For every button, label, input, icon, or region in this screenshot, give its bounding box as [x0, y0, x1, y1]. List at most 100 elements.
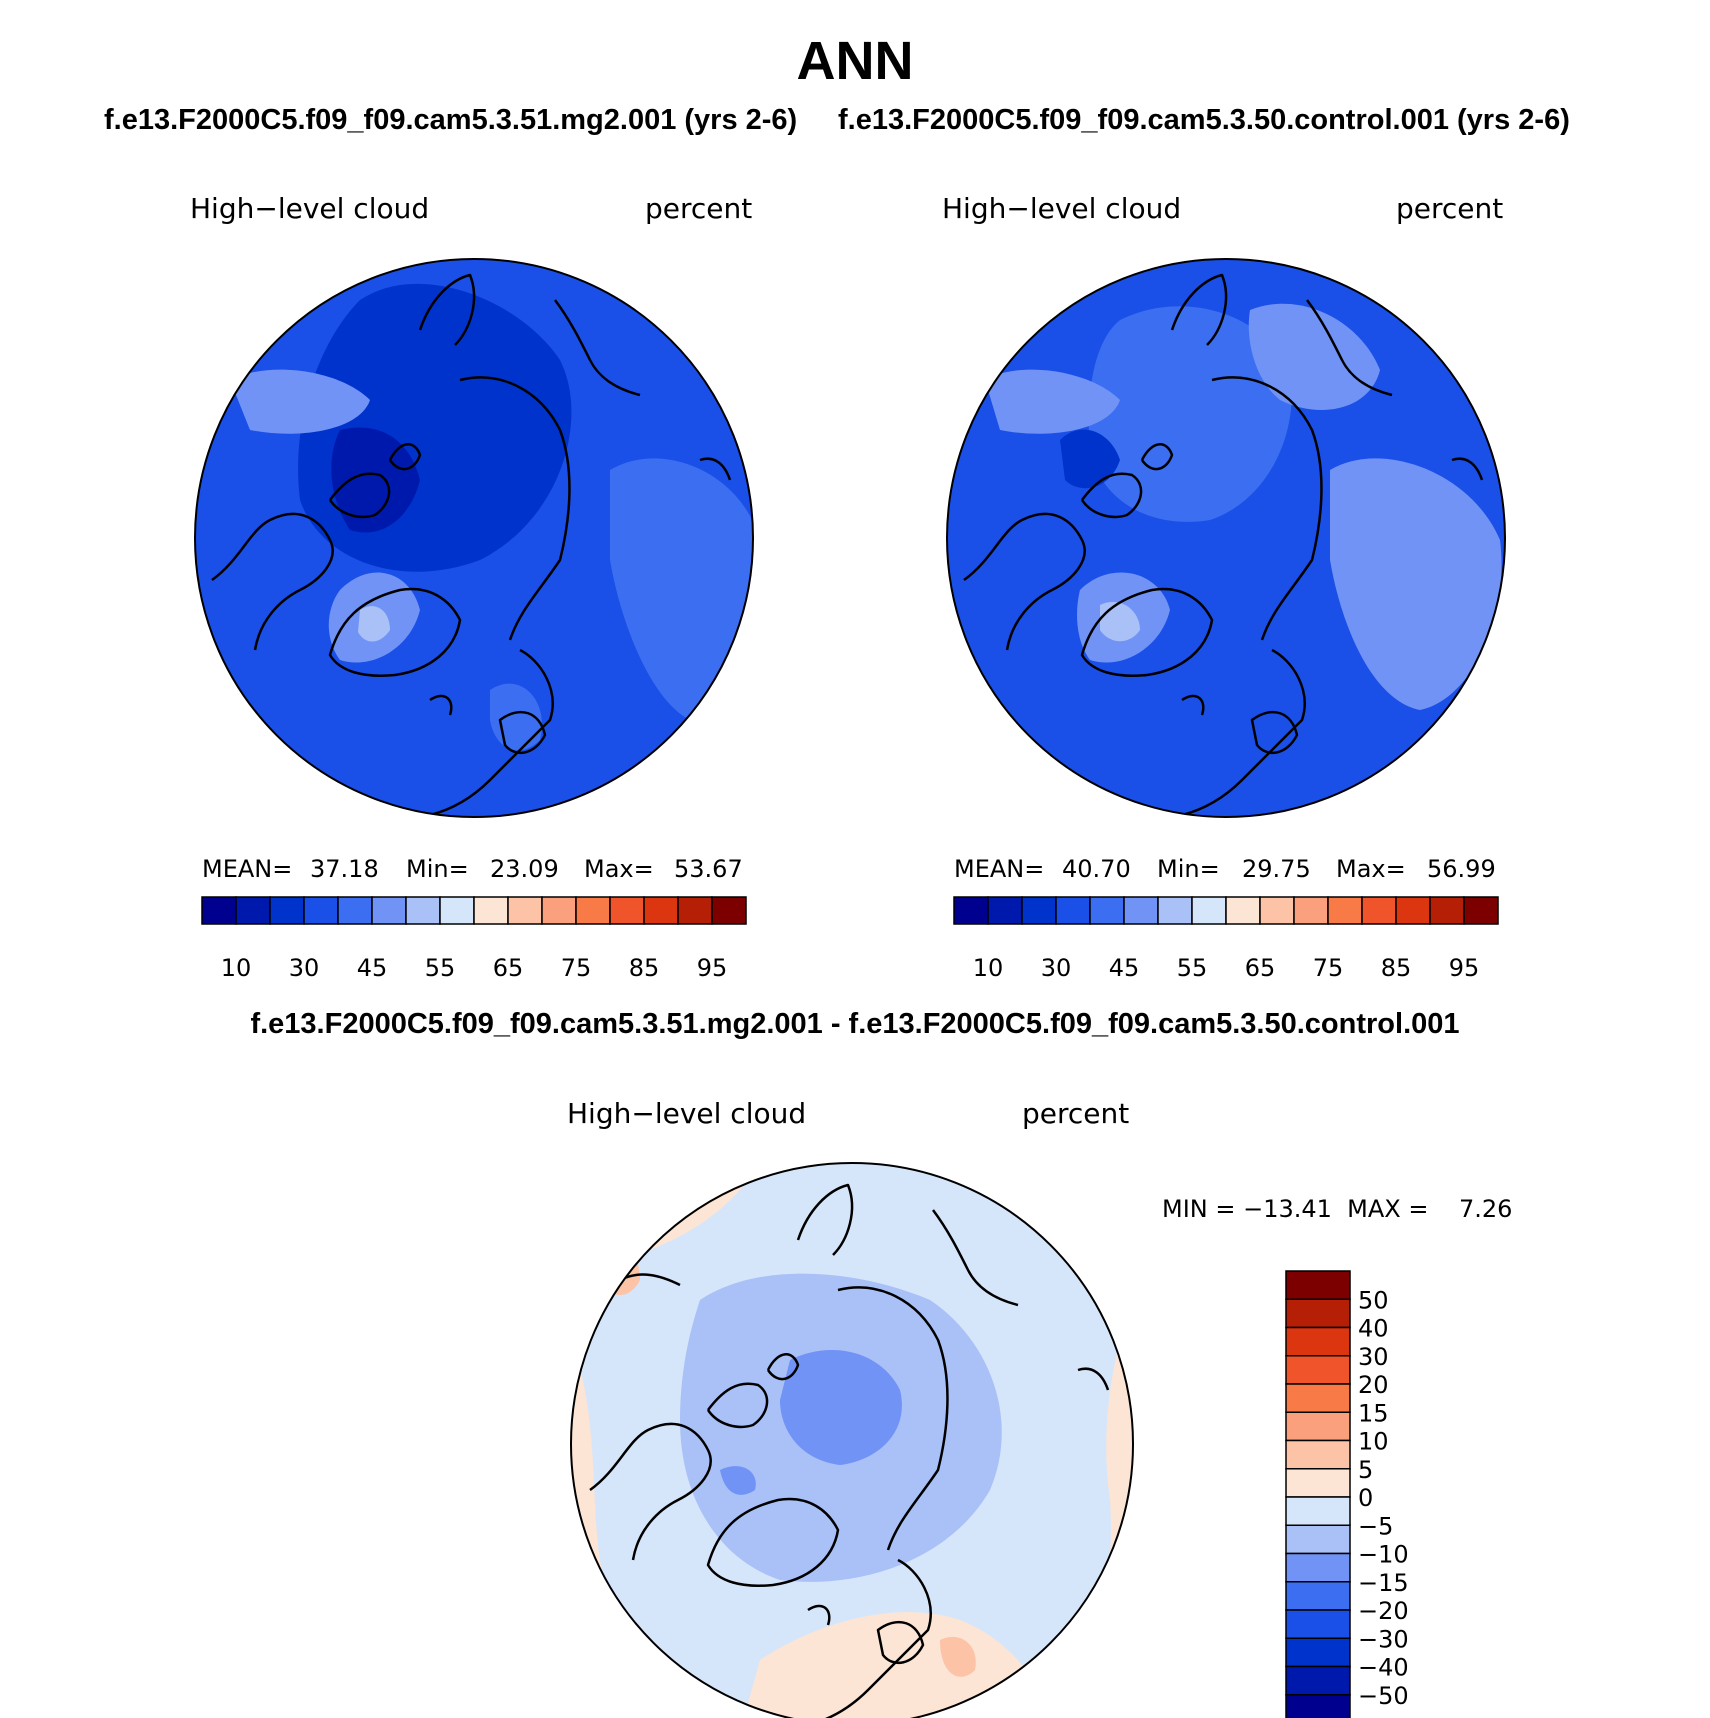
- left-colorbar-tick-label: 30: [289, 954, 320, 982]
- difference-colorbar-tick-label: −20: [1358, 1597, 1409, 1625]
- left-colorbar-tick-label: 55: [425, 954, 456, 982]
- difference-polar-map: [570, 1162, 1134, 1718]
- difference-colorbar-swatch: [1285, 1496, 1351, 1526]
- difference-colorbar-tick-label: −10: [1358, 1541, 1409, 1569]
- left-min-label: Min=: [406, 855, 469, 883]
- left-max-value: 53.67: [674, 855, 743, 883]
- left-colorbar-swatch: [201, 896, 237, 925]
- right-colorbar-swatch: [1361, 896, 1397, 925]
- diff-units-label: percent: [1022, 1097, 1130, 1130]
- difference-colorbar-swatch: [1285, 1609, 1351, 1639]
- left-colorbar-swatch: [371, 896, 407, 925]
- left-colorbar-swatch: [609, 896, 645, 925]
- difference-colorbar-tick-label: 0: [1358, 1484, 1373, 1512]
- difference-colorbar-swatch: [1285, 1581, 1351, 1611]
- difference-colorbar-tick-label: −40: [1358, 1654, 1409, 1682]
- right-colorbar-swatch: [1225, 896, 1261, 925]
- right-colorbar-tick-label: 10: [973, 954, 1004, 982]
- difference-colorbar-tick-label: 10: [1358, 1428, 1389, 1456]
- left-colorbar-swatch: [575, 896, 611, 925]
- left-variable-label: High−level cloud: [190, 192, 430, 225]
- right-run-title: f.e13.F2000C5.f09_f09.cam5.3.50.control.…: [838, 104, 1570, 136]
- right-variable-label: High−level cloud: [942, 192, 1182, 225]
- right-colorbar-tick-label: 85: [1381, 954, 1412, 982]
- right-colorbar-swatch: [1259, 896, 1295, 925]
- right-colorbar-swatch: [1327, 896, 1363, 925]
- right-colorbar-swatch: [1123, 896, 1159, 925]
- right-colorbar-swatch: [1055, 896, 1091, 925]
- page-title: ANN: [796, 31, 914, 91]
- left-colorbar-swatch: [303, 896, 339, 925]
- left-colorbar-swatch: [711, 896, 747, 925]
- right-colorbar-tick-label: 45: [1109, 954, 1140, 982]
- difference-colorbar-swatch: [1285, 1326, 1351, 1357]
- difference-colorbar-swatch: [1285, 1298, 1351, 1329]
- left-colorbar-tick-label: 95: [697, 954, 728, 982]
- left-colorbar-tick-label: 45: [357, 954, 388, 982]
- difference-colorbar-swatch: [1285, 1637, 1351, 1668]
- difference-colorbar-tick-label: 20: [1358, 1371, 1389, 1399]
- left-min-value: 23.09: [490, 855, 559, 883]
- right-colorbar-swatch: [1293, 896, 1329, 925]
- left-colorbar-swatch: [507, 896, 543, 925]
- right-colorbar-swatch: [1157, 896, 1193, 925]
- difference-colorbar-tick-label: 40: [1358, 1315, 1389, 1343]
- right-colorbar-swatch: [1089, 896, 1125, 925]
- difference-colorbar-tick-label: −30: [1358, 1625, 1409, 1653]
- difference-colorbar-tick-label: 15: [1358, 1399, 1389, 1427]
- left-colorbar-swatch: [337, 896, 373, 925]
- left-colorbar-swatch: [439, 896, 475, 925]
- right-colorbar-swatch: [1191, 896, 1227, 925]
- left-run-title: f.e13.F2000C5.f09_f09.cam5.3.51.mg2.001 …: [104, 104, 798, 136]
- difference-colorbar-swatch: [1285, 1694, 1351, 1718]
- right-colorbar-swatch: [953, 896, 989, 925]
- difference-colorbar-tick-label: −50: [1358, 1682, 1409, 1710]
- right-colorbar-swatch: [987, 896, 1023, 925]
- right-units-label: percent: [1396, 192, 1504, 225]
- left-colorbar-tick-label: 75: [561, 954, 592, 982]
- difference-colorbar-swatch: [1285, 1552, 1351, 1583]
- left-colorbar-swatch: [643, 896, 679, 925]
- left-colorbar-swatch: [235, 896, 271, 925]
- difference-colorbar-tick-label: −5: [1358, 1512, 1393, 1540]
- difference-title: f.e13.F2000C5.f09_f09.cam5.3.51.mg2.001 …: [250, 1008, 1460, 1040]
- left-colorbar-swatch: [269, 896, 305, 925]
- right-colorbar: 10 30 45 55 65 75 85 95: [953, 896, 1499, 982]
- right-colorbar-tick-label: 30: [1041, 954, 1072, 982]
- left-colorbar-swatch: [677, 896, 713, 925]
- difference-colorbar-swatch: [1285, 1524, 1351, 1555]
- left-mean-value: 37.18: [310, 855, 379, 883]
- left-colorbar-swatch: [473, 896, 509, 925]
- difference-colorbar-swatch: [1285, 1411, 1351, 1442]
- difference-colorbar-swatch: [1285, 1468, 1351, 1498]
- difference-colorbar-swatch: [1285, 1439, 1351, 1470]
- difference-colorbar-tick-label: 5: [1358, 1456, 1373, 1484]
- left-colorbar-tick-label: 10: [221, 954, 252, 982]
- right-colorbar-tick-label: 75: [1313, 954, 1344, 982]
- right-colorbar-swatch: [1429, 896, 1465, 925]
- right-colorbar-tick-label: 65: [1245, 954, 1276, 982]
- difference-colorbar-swatch: [1285, 1270, 1351, 1300]
- right-mean-value: 40.70: [1062, 855, 1131, 883]
- right-colorbar-tick-label: 55: [1177, 954, 1208, 982]
- diff-variable-label: High−level cloud: [567, 1097, 807, 1130]
- right-mean-label: MEAN=: [954, 855, 1045, 883]
- left-max-label: Max=: [584, 855, 654, 883]
- right-min-label: Min=: [1157, 855, 1220, 883]
- left-colorbar-swatch: [541, 896, 577, 925]
- left-colorbar-tick-label: 85: [629, 954, 660, 982]
- left-polar-map: [194, 258, 754, 818]
- left-colorbar: 10 30 45 55 65 75 85 95: [201, 896, 747, 982]
- left-colorbar-swatch: [405, 896, 441, 925]
- difference-colorbar-swatch: [1285, 1355, 1351, 1385]
- right-polar-map: [946, 258, 1506, 818]
- right-colorbar-swatch: [1021, 896, 1057, 925]
- difference-colorbar-tick-label: 30: [1358, 1343, 1389, 1371]
- right-max-value: 56.99: [1427, 855, 1496, 883]
- diff-minmax-label: MIN = −13.41 MAX = 7.26: [1162, 1195, 1513, 1223]
- right-colorbar-swatch: [1395, 896, 1431, 925]
- right-colorbar-tick-label: 95: [1449, 954, 1480, 982]
- left-units-label: percent: [645, 192, 753, 225]
